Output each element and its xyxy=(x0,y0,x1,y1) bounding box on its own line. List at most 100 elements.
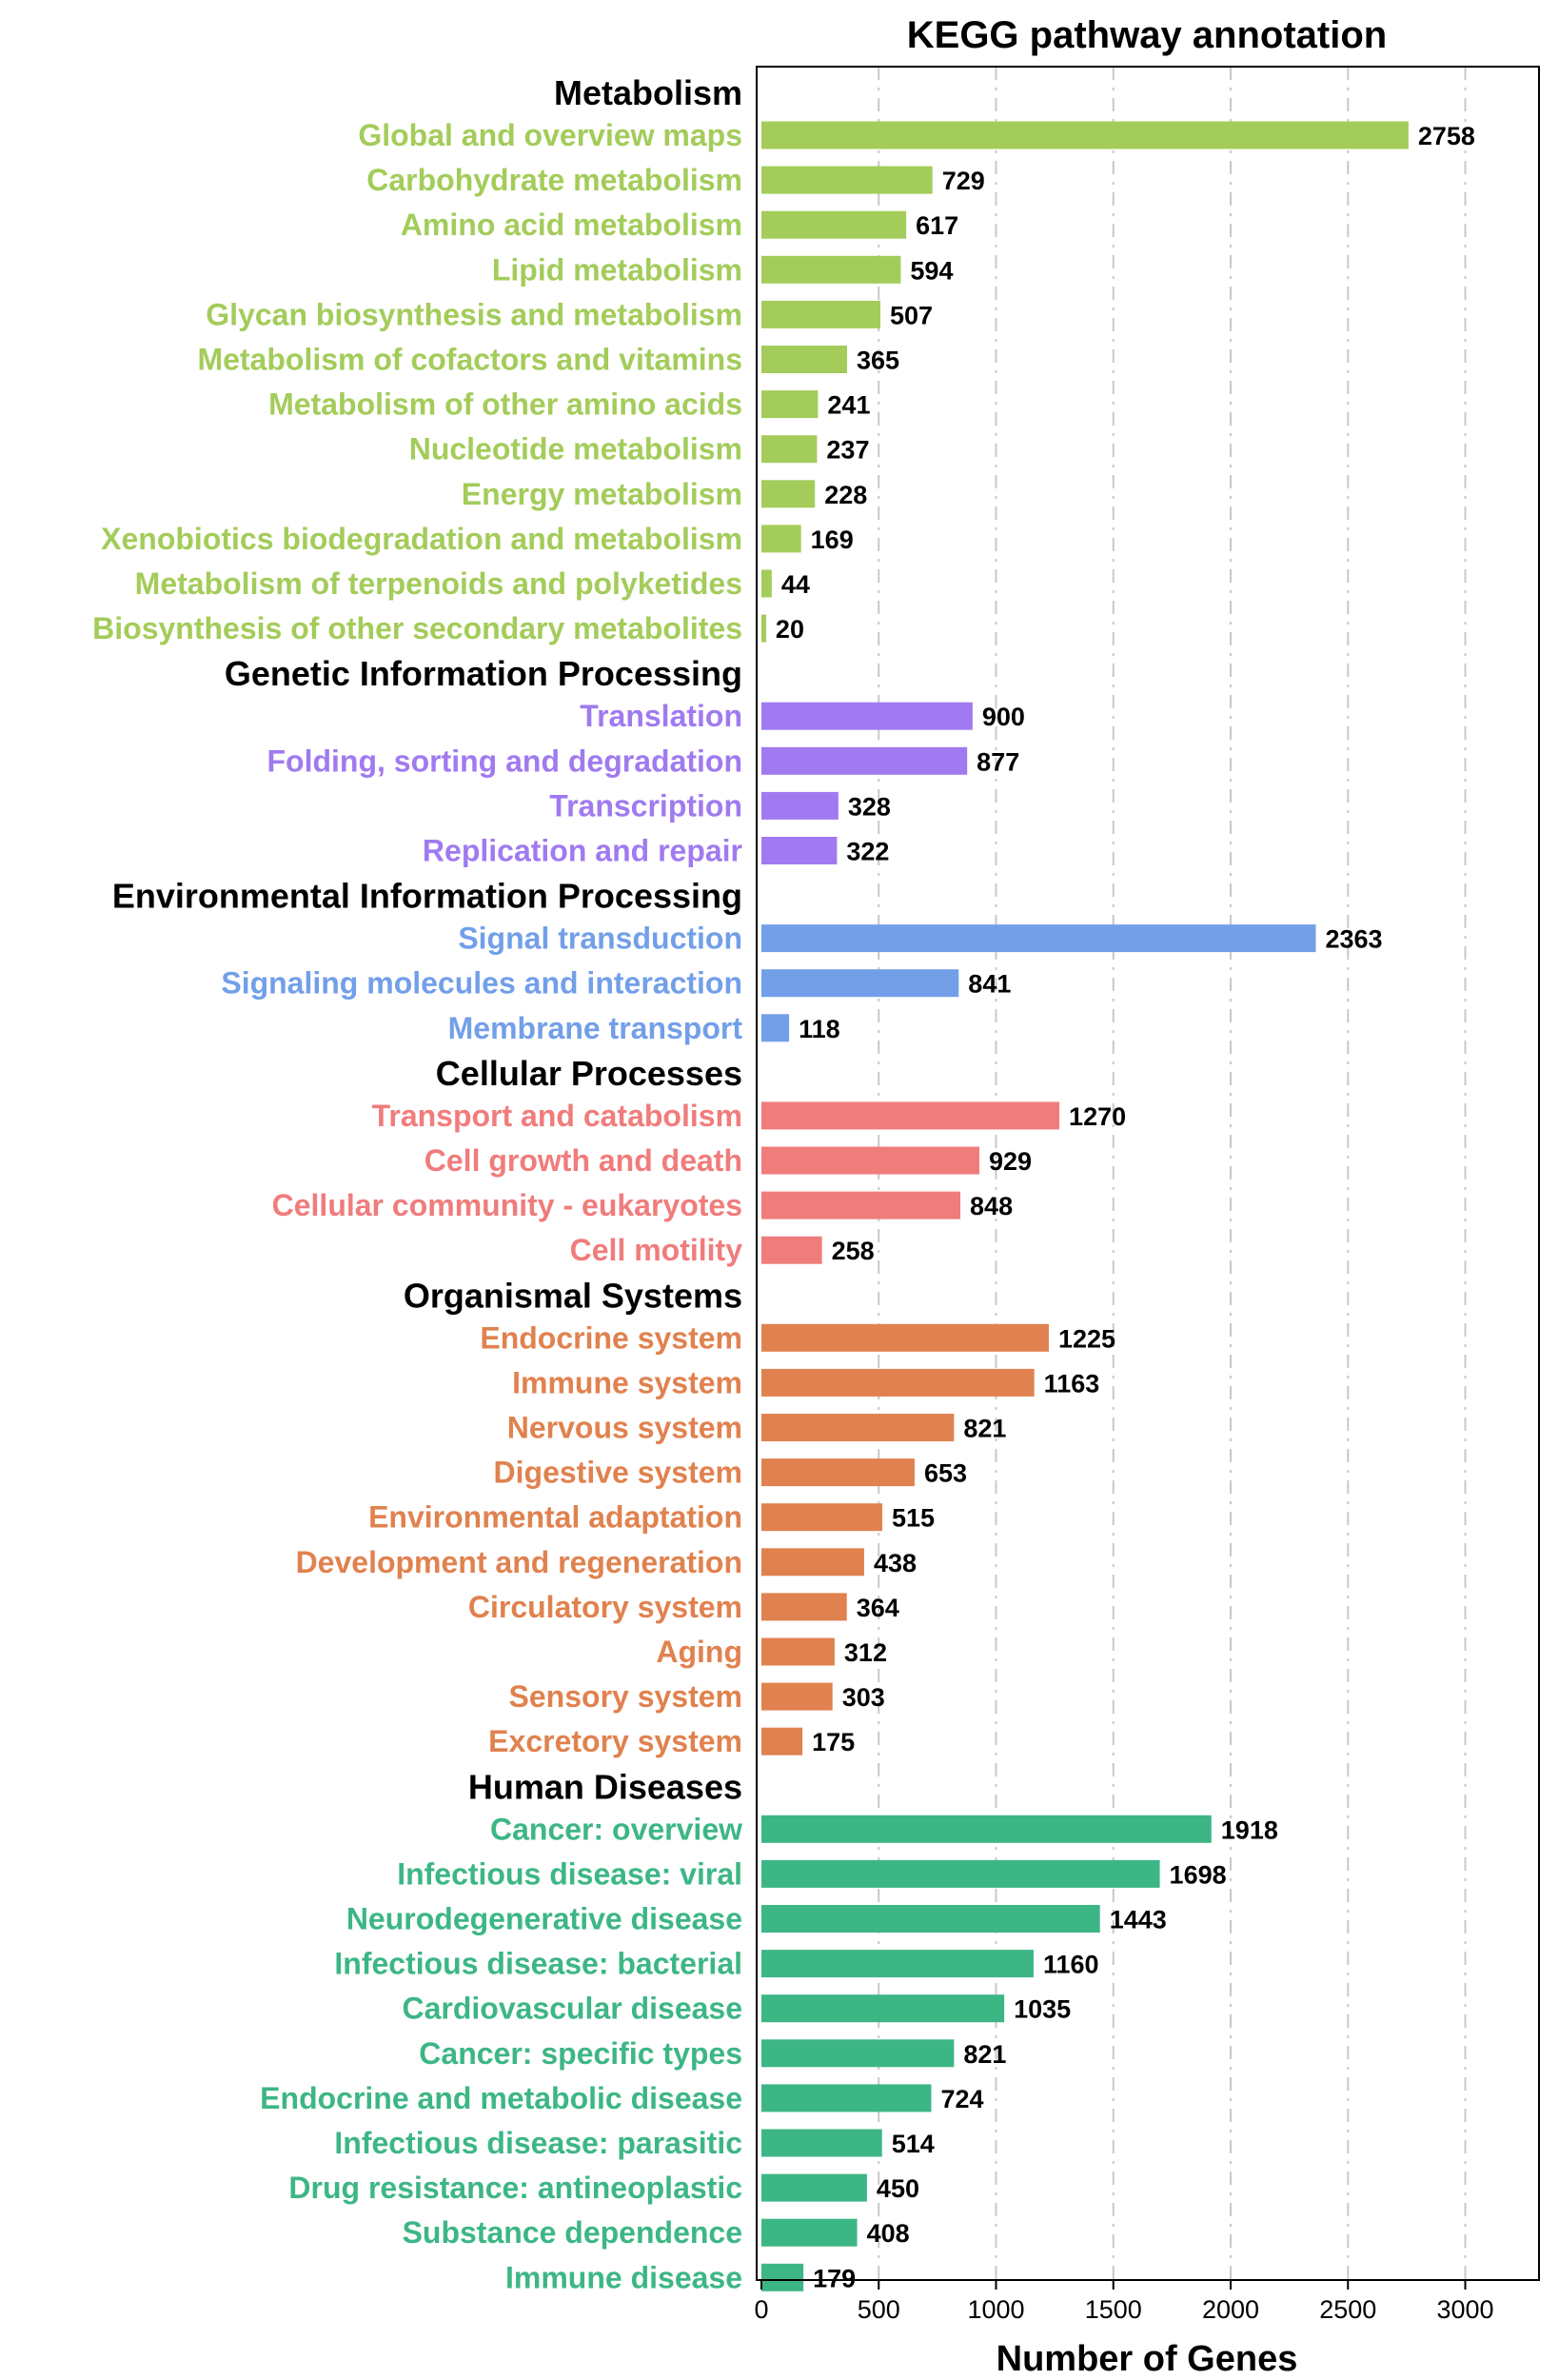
bar xyxy=(761,121,1409,149)
value-label: 438 xyxy=(874,1549,917,1577)
value-label: 514 xyxy=(892,2130,935,2158)
category-label: Replication and repair xyxy=(423,834,742,868)
category-label: Cellular community - eukaryotes xyxy=(272,1188,742,1222)
bar xyxy=(761,1548,864,1577)
value-label: 841 xyxy=(968,970,1011,999)
category-label: Signal transduction xyxy=(458,922,742,956)
bar xyxy=(761,791,839,820)
plot-frame xyxy=(756,66,1540,2281)
value-label: 228 xyxy=(824,481,867,509)
value-label: 653 xyxy=(924,1459,967,1488)
category-label: Nervous system xyxy=(507,1411,742,1445)
category-label: Membrane transport xyxy=(448,1011,743,1045)
bar xyxy=(761,702,973,730)
category-labels: Metabolism Global and overview maps 2758 Ca… xyxy=(92,73,1475,2294)
bar xyxy=(761,255,901,284)
value-label: 1035 xyxy=(1014,1995,1071,2024)
bar xyxy=(761,1414,955,1441)
value-label: 877 xyxy=(977,747,1019,776)
value-label: 594 xyxy=(910,256,953,285)
value-label: 1918 xyxy=(1221,1815,1278,1844)
value-label: 179 xyxy=(813,2264,856,2292)
bar xyxy=(761,924,1316,953)
value-label: 1160 xyxy=(1043,1951,1099,1979)
category-label: Amino acid metabolism xyxy=(401,208,742,242)
category-label: Cell growth and death xyxy=(424,1143,742,1178)
value-label: 364 xyxy=(857,1594,899,1622)
category-label: Drug resistance: antineoplastic xyxy=(288,2171,742,2205)
category-label: Circulatory system xyxy=(468,1590,742,1624)
category-label: Glycan biosynthesis and metabolism xyxy=(206,297,742,331)
bar xyxy=(761,1815,1212,1843)
bar xyxy=(761,2129,882,2157)
bar xyxy=(761,1146,979,1175)
bar xyxy=(761,1368,1035,1397)
bar xyxy=(761,2173,867,2202)
bar xyxy=(761,1323,1049,1352)
bar xyxy=(761,166,933,194)
category-label: Excretory system xyxy=(488,1724,742,1758)
bar xyxy=(761,969,959,998)
value-label: 169 xyxy=(811,526,854,554)
category-label: Metabolism of cofactors and vitamins xyxy=(197,343,742,377)
category-label: Cancer: overview xyxy=(490,1812,742,1846)
category-label: Infectious disease: viral xyxy=(397,1856,742,1891)
category-label: Metabolism of terpenoids and polyketides xyxy=(135,566,742,601)
group-label: Human Diseases xyxy=(468,1767,742,1806)
group-label: Metabolism xyxy=(554,73,742,112)
x-tick-label: 1500 xyxy=(1085,2295,1142,2324)
group-label: Environmental Information Processing xyxy=(112,877,742,916)
value-label: 408 xyxy=(867,2219,910,2248)
x-tick-label: 2500 xyxy=(1319,2295,1376,2324)
category-label: Environmental adaptation xyxy=(368,1500,742,1535)
value-label: 1163 xyxy=(1044,1369,1100,1398)
bar xyxy=(761,1994,1005,2023)
value-label: 241 xyxy=(827,391,870,420)
value-label: 237 xyxy=(826,436,869,465)
value-label: 900 xyxy=(982,703,1025,731)
value-label: 2758 xyxy=(1418,122,1475,150)
value-label: 365 xyxy=(857,347,899,375)
bar xyxy=(761,1727,803,1755)
bar xyxy=(761,1458,915,1487)
bar xyxy=(761,1859,1160,1888)
category-label: Transcription xyxy=(549,788,742,823)
bar xyxy=(761,1503,882,1532)
x-tick-label: 1000 xyxy=(967,2295,1024,2324)
category-label: Endocrine system xyxy=(480,1320,742,1355)
category-label: Substance dependence xyxy=(403,2215,742,2250)
x-tick-label: 0 xyxy=(754,2295,768,2324)
category-label: Immune disease xyxy=(505,2260,742,2294)
bars xyxy=(761,121,1409,2291)
value-label: 258 xyxy=(832,1237,875,1265)
category-label: Transport and catabolism xyxy=(372,1099,742,1133)
bar xyxy=(761,2218,858,2247)
value-label: 848 xyxy=(970,1192,1013,1220)
value-label: 1698 xyxy=(1170,1860,1227,1889)
value-label: 515 xyxy=(892,1504,935,1533)
value-label: 1225 xyxy=(1058,1324,1115,1353)
value-label: 175 xyxy=(812,1728,855,1756)
bar xyxy=(761,1593,847,1621)
x-tick-label: 2000 xyxy=(1202,2295,1259,2324)
category-label: Cell motility xyxy=(570,1233,743,1267)
bar xyxy=(761,2039,955,2068)
bar xyxy=(761,210,907,239)
category-label: Xenobiotics biodegradation and metabolis… xyxy=(101,522,742,556)
category-label: Folding, sorting and degradation xyxy=(266,744,742,778)
x-tick-label: 500 xyxy=(858,2295,900,2324)
bar xyxy=(761,435,818,464)
group-label: Organismal Systems xyxy=(404,1276,742,1315)
bar xyxy=(761,1682,833,1711)
value-label: 303 xyxy=(842,1683,885,1712)
bar xyxy=(761,1101,1060,1130)
value-label: 821 xyxy=(963,2040,1006,2069)
bar xyxy=(761,2263,804,2291)
bar xyxy=(761,569,772,598)
value-label: 929 xyxy=(989,1147,1032,1176)
bar xyxy=(761,390,819,419)
bar xyxy=(761,614,766,643)
value-label: 450 xyxy=(877,2174,919,2203)
